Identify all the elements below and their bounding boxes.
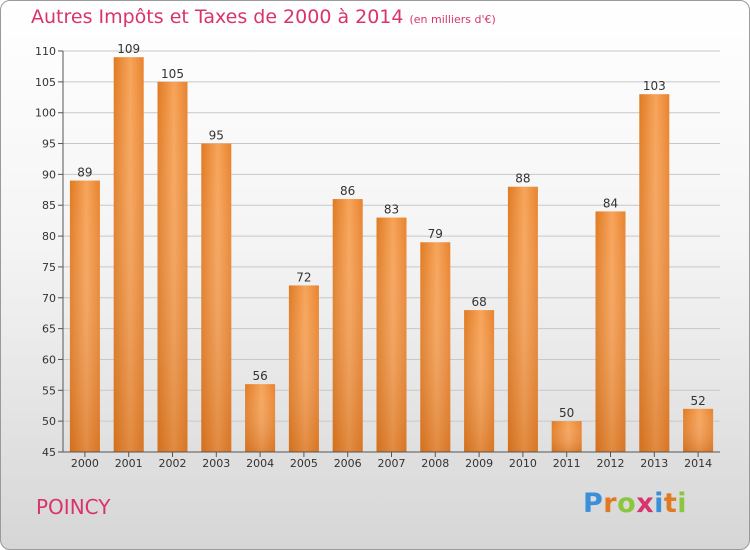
x-tick-label: 2006 bbox=[334, 457, 362, 470]
bar-shade-2008 bbox=[420, 242, 451, 452]
bar-shade-2000 bbox=[69, 180, 100, 453]
y-tick-label: 75 bbox=[42, 261, 56, 274]
data-label-2002: 105 bbox=[161, 67, 184, 81]
y-tick-label: 90 bbox=[42, 168, 56, 181]
x-tick-label: 2000 bbox=[71, 457, 99, 470]
data-label-2012: 84 bbox=[603, 196, 618, 210]
x-tick-label: 2014 bbox=[684, 457, 712, 470]
bar-shade-2010 bbox=[507, 186, 538, 452]
x-tick-label: 2001 bbox=[115, 457, 143, 470]
bar-shade-2004 bbox=[245, 384, 276, 452]
x-tick-label: 2007 bbox=[378, 457, 406, 470]
data-label-2010: 88 bbox=[515, 172, 530, 186]
logo-letter: x bbox=[636, 488, 655, 519]
x-tick-label: 2005 bbox=[290, 457, 318, 470]
bar-shade-2007 bbox=[376, 217, 407, 452]
bar-shade-2009 bbox=[464, 310, 495, 452]
data-label-2009: 68 bbox=[471, 295, 486, 309]
logo-letter: i bbox=[654, 488, 664, 519]
proxiti-logo: Proxiti bbox=[583, 488, 687, 519]
data-label-2011: 50 bbox=[559, 406, 574, 420]
chart-title: Autres Impôts et Taxes de 2000 à 2014 (en… bbox=[31, 6, 496, 28]
x-tick-label: 2011 bbox=[553, 457, 581, 470]
chart-unit: (en milliers d'€) bbox=[409, 13, 496, 26]
x-tick-label: 2002 bbox=[159, 457, 187, 470]
y-tick-label: 95 bbox=[42, 138, 56, 151]
data-label-2001: 109 bbox=[117, 42, 140, 56]
bar-shade-2005 bbox=[288, 285, 319, 452]
bar-shade-2013 bbox=[639, 94, 670, 452]
x-tick-label: 2009 bbox=[465, 457, 493, 470]
y-tick-label: 100 bbox=[35, 107, 56, 120]
y-tick-label: 110 bbox=[35, 45, 56, 58]
bar-shade-2001 bbox=[113, 57, 144, 453]
data-label-2008: 79 bbox=[428, 227, 443, 241]
logo-letter: i bbox=[677, 488, 688, 519]
logo-letter: P bbox=[583, 488, 604, 519]
chart-title-text: Autres Impôts et Taxes de 2000 à 2014 bbox=[31, 6, 404, 28]
y-tick-label: 45 bbox=[42, 446, 56, 459]
x-tick-label: 2010 bbox=[509, 457, 537, 470]
data-label-2004: 56 bbox=[252, 369, 267, 383]
logo-letter: t bbox=[663, 488, 678, 519]
data-label-2000: 89 bbox=[77, 166, 92, 180]
bar-shade-2002 bbox=[157, 81, 188, 452]
y-tick-label: 55 bbox=[42, 384, 56, 397]
x-tick-label: 2003 bbox=[202, 457, 230, 470]
x-tick-label: 2008 bbox=[421, 457, 449, 470]
x-tick-label: 2012 bbox=[597, 457, 625, 470]
y-tick-label: 50 bbox=[42, 415, 56, 428]
data-label-2013: 103 bbox=[643, 79, 666, 93]
y-tick-label: 105 bbox=[35, 76, 56, 89]
bar-shade-2012 bbox=[595, 211, 626, 452]
data-label-2007: 83 bbox=[384, 203, 399, 217]
bar-shade-2006 bbox=[332, 199, 363, 452]
x-tick-label: 2004 bbox=[246, 457, 274, 470]
logo-letter: r bbox=[603, 488, 618, 519]
data-label-2005: 72 bbox=[296, 270, 311, 284]
logo-letter: o bbox=[617, 488, 637, 519]
y-tick-label: 70 bbox=[42, 292, 56, 305]
bar-shade-2011 bbox=[551, 421, 582, 452]
y-tick-label: 85 bbox=[42, 199, 56, 212]
data-label-2003: 95 bbox=[209, 129, 224, 143]
bar-shade-2003 bbox=[201, 143, 232, 453]
bar-shade-2014 bbox=[683, 408, 714, 452]
y-tick-label: 80 bbox=[42, 230, 56, 243]
data-label-2006: 86 bbox=[340, 184, 355, 198]
data-label-2014: 52 bbox=[690, 394, 705, 408]
x-tick-label: 2013 bbox=[640, 457, 668, 470]
y-tick-label: 60 bbox=[42, 353, 56, 366]
y-tick-label: 65 bbox=[42, 323, 56, 336]
location-name: POINCY bbox=[36, 495, 111, 519]
